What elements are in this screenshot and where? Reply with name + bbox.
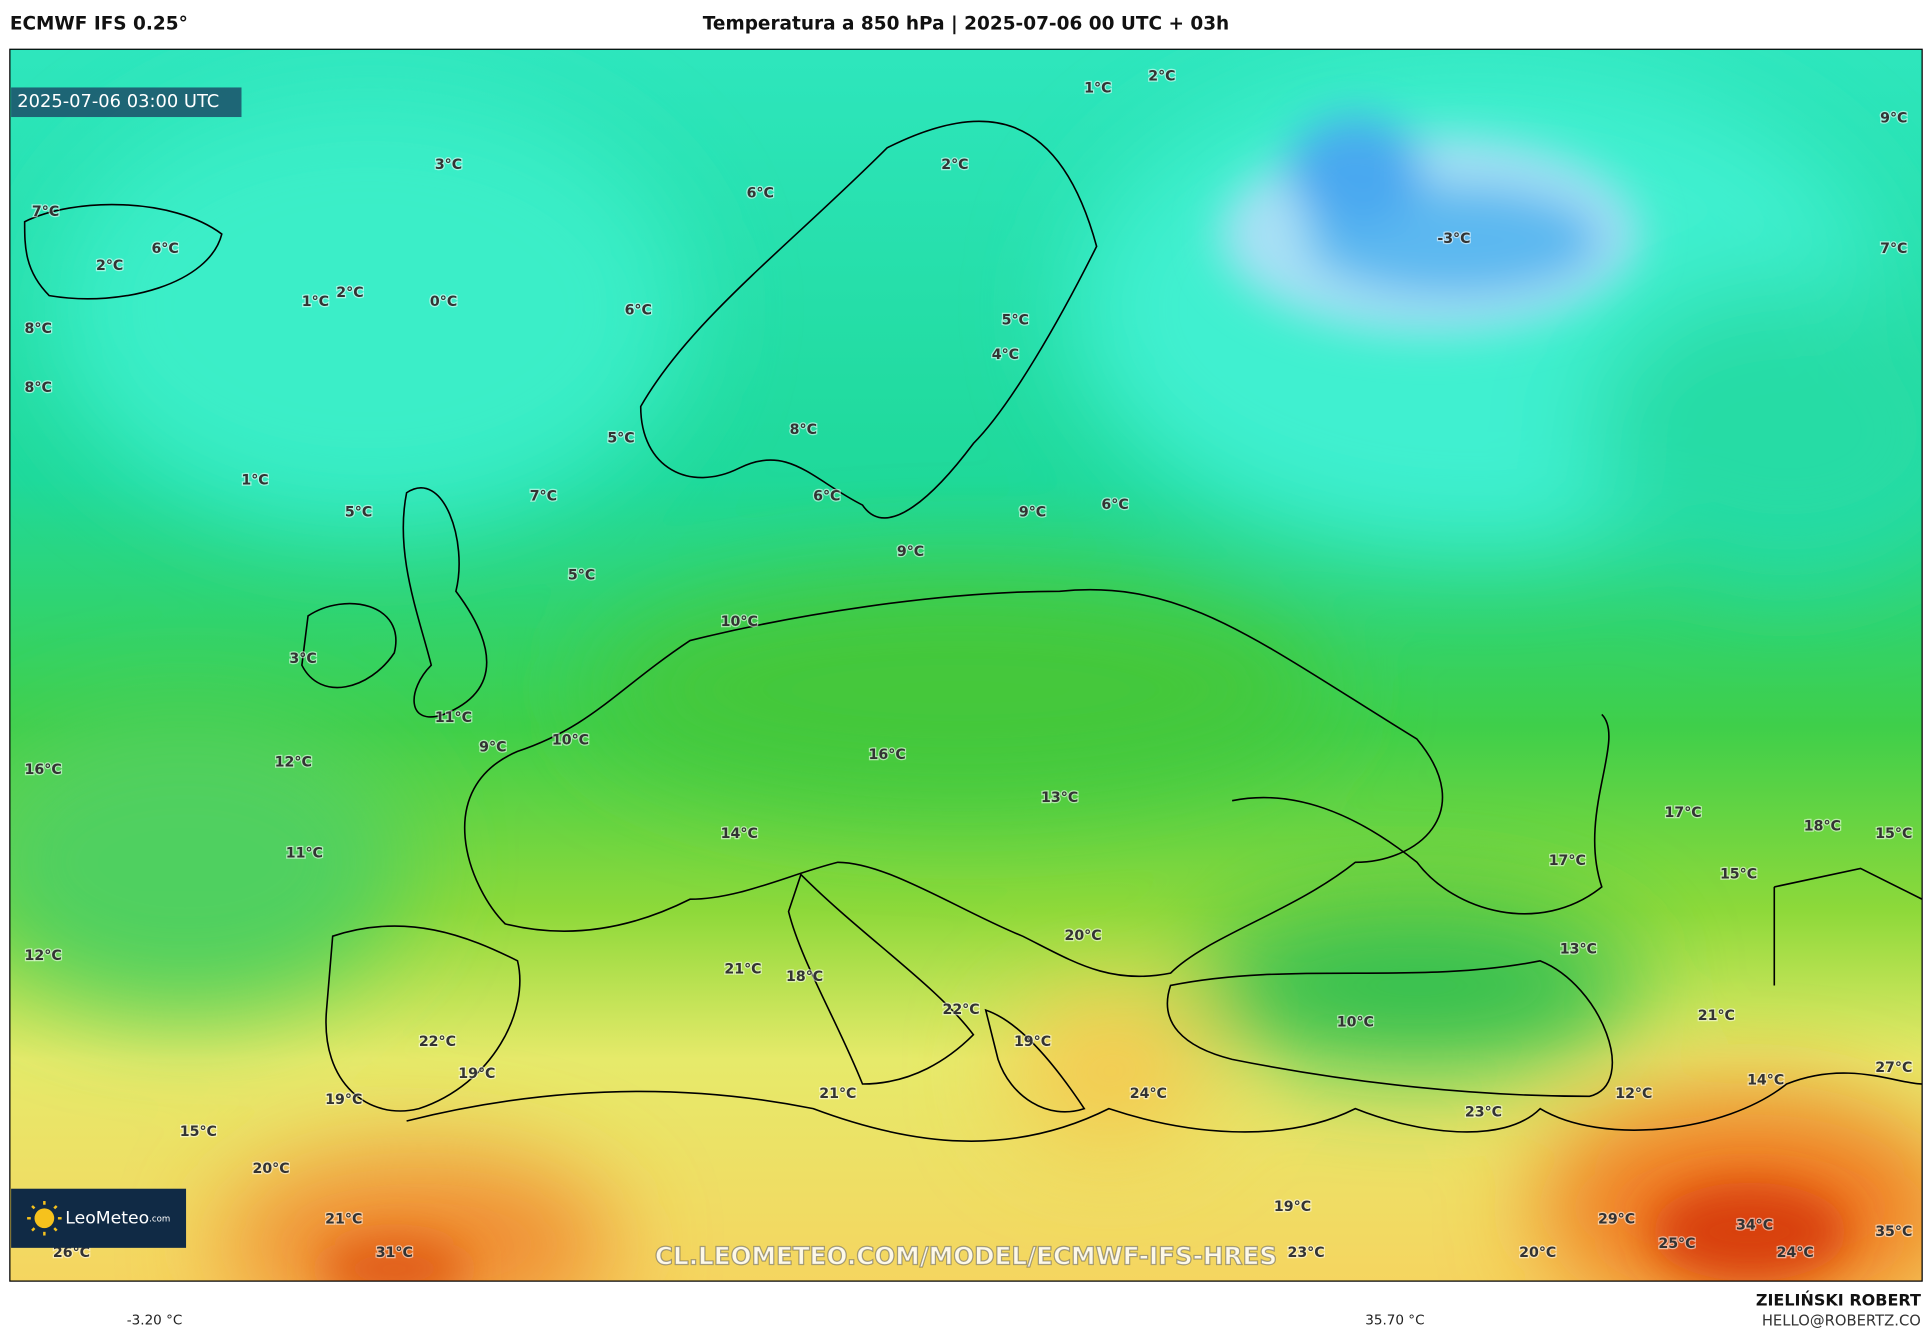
temperature-label: 31°C bbox=[376, 1245, 413, 1261]
temperature-label: 10°C bbox=[552, 732, 589, 748]
temperature-label: 12°C bbox=[1615, 1086, 1652, 1102]
temperature-label: 29°C bbox=[1598, 1212, 1635, 1228]
temperature-label: 2°C bbox=[336, 285, 363, 301]
temperature-label: 16°C bbox=[869, 747, 906, 763]
temperature-label: 25°C bbox=[1658, 1236, 1695, 1252]
timestamp: 2025-07-06 03:00 UTC bbox=[17, 91, 219, 112]
temperature-label: 23°C bbox=[1287, 1245, 1324, 1261]
temperature-label: 0°C bbox=[430, 294, 457, 310]
logo-name: LeoMeteo bbox=[65, 1208, 149, 1228]
temperature-label: 5°C bbox=[607, 431, 634, 447]
temperature-label: 15°C bbox=[1720, 867, 1757, 883]
temperature-label: 15°C bbox=[180, 1124, 217, 1140]
temperature-label: 5°C bbox=[1002, 312, 1029, 328]
temperature-label: 12°C bbox=[25, 948, 62, 964]
temperature-label: 19°C bbox=[1274, 1199, 1311, 1215]
temperature-label: 11°C bbox=[286, 846, 323, 862]
temperature-label: 9°C bbox=[897, 544, 924, 560]
temperature-field bbox=[9, 49, 1923, 1282]
temperature-label: 11°C bbox=[435, 710, 472, 726]
temperature-label: 3°C bbox=[435, 157, 462, 173]
logo-text: LeoMeteo.com bbox=[65, 1208, 170, 1228]
temperature-label: 8°C bbox=[25, 321, 52, 337]
temperature-label: 2°C bbox=[1148, 68, 1175, 84]
email: HELLO@ROBERTZ.CO bbox=[1762, 1313, 1921, 1330]
temperature-label: 18°C bbox=[786, 969, 823, 985]
temperature-label: 13°C bbox=[1041, 790, 1078, 806]
temperature-label: 24°C bbox=[1777, 1245, 1814, 1261]
temperature-label: 35°C bbox=[1875, 1224, 1912, 1240]
temperature-label: 17°C bbox=[1549, 853, 1586, 869]
map-title: Temperatura a 850 hPa | 2025-07-06 00 UT… bbox=[703, 14, 1229, 35]
temperature-label: 16°C bbox=[25, 762, 62, 778]
temperature-label: 5°C bbox=[568, 567, 595, 583]
temperature-label: 22°C bbox=[942, 1002, 979, 1018]
temperature-label: 19°C bbox=[1014, 1034, 1051, 1050]
colorbar-min: -3.20 °C bbox=[127, 1313, 183, 1329]
temperature-label: 14°C bbox=[721, 826, 758, 842]
temperature-label: 6°C bbox=[1101, 497, 1128, 513]
coastlines bbox=[23, 120, 1923, 1142]
temperature-label: 7°C bbox=[530, 488, 557, 504]
temperature-label: 21°C bbox=[1698, 1008, 1735, 1024]
logo-suffix: .com bbox=[149, 1214, 170, 1224]
temperature-label: 7°C bbox=[1880, 241, 1907, 257]
temperature-label: 5°C bbox=[345, 504, 372, 520]
timestamp-box bbox=[11, 87, 242, 118]
temperature-label: 17°C bbox=[1665, 805, 1702, 821]
temperature-label: 12°C bbox=[275, 755, 312, 771]
temperature-label: 19°C bbox=[325, 1092, 362, 1108]
temperature-label: 10°C bbox=[1337, 1014, 1374, 1030]
temperature-label: 20°C bbox=[1519, 1245, 1556, 1261]
temperature-label: 9°C bbox=[479, 740, 506, 756]
temperature-label: 6°C bbox=[625, 302, 652, 318]
temperature-label: -3°C bbox=[1437, 231, 1470, 247]
temperature-label: 26°C bbox=[53, 1245, 90, 1261]
temperature-label: 20°C bbox=[1064, 928, 1101, 944]
model-name: ECMWF IFS 0.25° bbox=[10, 14, 188, 35]
temperature-label: 18°C bbox=[1804, 819, 1841, 835]
temperature-label: 2°C bbox=[941, 157, 968, 173]
temperature-label: 9°C bbox=[1880, 110, 1907, 126]
temperature-label: 1°C bbox=[302, 294, 329, 310]
temperature-label: 15°C bbox=[1875, 826, 1912, 842]
temperature-label: 27°C bbox=[1875, 1060, 1912, 1076]
temperature-label: 1°C bbox=[1084, 81, 1111, 97]
temperature-label: 21°C bbox=[819, 1086, 856, 1102]
temperature-label: 21°C bbox=[325, 1212, 362, 1228]
temperature-label: 21°C bbox=[724, 961, 761, 977]
temperature-label: 34°C bbox=[1736, 1218, 1773, 1234]
temperature-label: 23°C bbox=[1465, 1104, 1502, 1120]
temperature-label: 19°C bbox=[458, 1066, 495, 1082]
temperature-label: 8°C bbox=[790, 422, 817, 438]
temperature-label: 20°C bbox=[252, 1161, 289, 1177]
temperature-label: 14°C bbox=[1747, 1072, 1784, 1088]
temperature-label: 7°C bbox=[32, 204, 59, 220]
temperature-labels: 3°C 6°C 2°C 1°C 2°C 9°C -3°C 7°C 7°C 2°C 6°C 1°C 2°C… bbox=[23, 67, 1913, 1262]
temperature-label: 10°C bbox=[721, 614, 758, 630]
watermark: CL.LEOMETEO.COM/MODEL/ECMWF-IFS-HRES bbox=[655, 1242, 1277, 1271]
temperature-label: 24°C bbox=[1130, 1086, 1167, 1102]
map-frame bbox=[9, 48, 1923, 1282]
temperature-label: 4°C bbox=[992, 347, 1019, 363]
temperature-label: 13°C bbox=[1560, 942, 1597, 958]
temperature-label: 3°C bbox=[289, 651, 316, 667]
temperature-label: 1°C bbox=[241, 472, 268, 488]
temperature-label: 6°C bbox=[813, 488, 840, 504]
logo: LeoMeteo.com bbox=[11, 1188, 187, 1248]
temperature-label: 22°C bbox=[419, 1034, 456, 1050]
author: ZIELIŃSKI ROBERT bbox=[1756, 1290, 1921, 1309]
colorbar-max: 35.70 °C bbox=[1365, 1313, 1424, 1329]
temperature-label: 9°C bbox=[1019, 504, 1046, 520]
temperature-label: 8°C bbox=[25, 380, 52, 396]
temperature-label: 6°C bbox=[151, 241, 178, 257]
temperature-label: 6°C bbox=[747, 185, 774, 201]
temperature-label: 2°C bbox=[96, 258, 123, 274]
